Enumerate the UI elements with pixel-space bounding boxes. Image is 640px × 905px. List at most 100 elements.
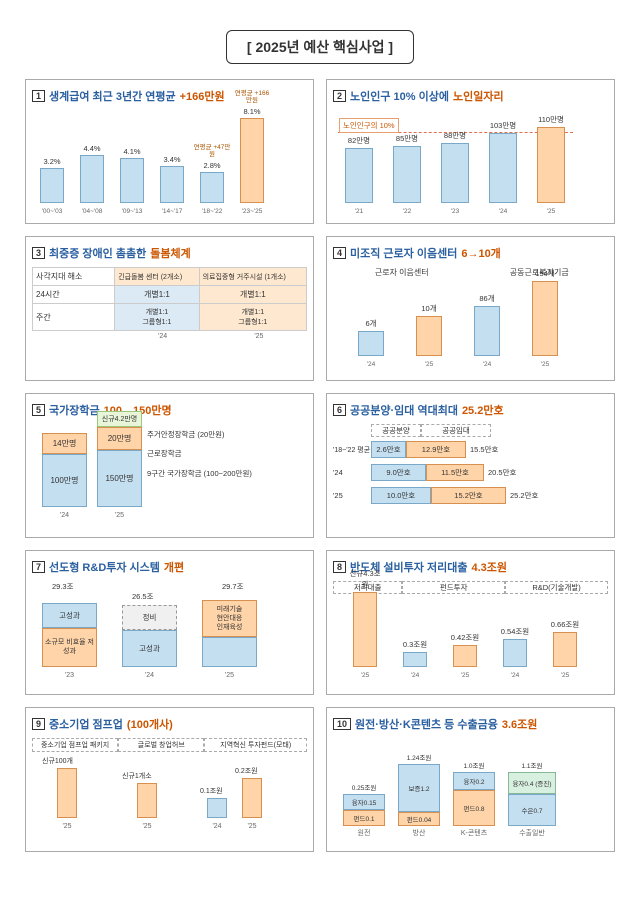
panel-title-orange: 개편 (164, 559, 184, 575)
bar (537, 127, 565, 203)
panel-title-orange: +166만원 (180, 88, 225, 104)
panel-num: 7 (32, 561, 45, 573)
panel-num: 3 (32, 247, 45, 259)
panel-4: 4 미조직 근로자 이음센터 6→10개 근로자 이음센터 공동근로복지기금 6… (326, 236, 615, 381)
val: 0.2조원 (235, 766, 258, 776)
bar-label: 82만명 (340, 135, 378, 146)
cell: 개별1:1 그룹형1:1 (199, 304, 306, 331)
x-label: '24 (122, 672, 177, 679)
page-title: [ 2025년 예산 핵심사업 ] (226, 30, 414, 64)
panel-num: 1 (32, 90, 45, 102)
row-label: '24 (333, 468, 371, 477)
seg: 융자0.15 (343, 794, 385, 810)
stack: 20만명 (97, 427, 142, 450)
val: 신규100개 (42, 756, 73, 766)
cell: 긴급돌봄 센터 (2개소) (115, 268, 199, 286)
bar-note: 연평균 +47만원 (192, 144, 232, 158)
x-label: '21 (340, 208, 378, 215)
cell: 사각지대 해소 (33, 268, 115, 286)
note: 주거안정장학금 (20만원) (147, 429, 252, 440)
bar-label: 3.2% (35, 157, 69, 166)
table-3: 사각지대 해소 긴급돌봄 센터 (2개소) 의료집중형 거주시설 (1개소) 2… (32, 267, 307, 331)
row-label: '25 (333, 491, 371, 500)
val: 0.1조원 (200, 786, 223, 796)
group-label: 중소기업 점프업 패키지 (32, 738, 118, 752)
x-label: '25 (532, 208, 570, 215)
x-label: '18~'22 (195, 208, 229, 215)
x-label: '25 (97, 512, 142, 519)
bar (489, 133, 517, 203)
cell: 개별1:1 (115, 286, 199, 304)
t: 미래기술 (217, 606, 243, 613)
x-label: '25 (548, 672, 582, 679)
panel-num: 2 (333, 90, 346, 102)
t: 현안대응 (217, 615, 243, 622)
panel-5: 5 국가장학금 100→150만명 14만명 100만명 신규4.2만명 20만… (25, 393, 314, 538)
bar-label: 103만명 (484, 120, 522, 131)
seg: 11.5만호 (426, 464, 484, 481)
panel-title-blue: 최중증 장애인 촘촘한 (49, 245, 146, 261)
group-label: 근로자 이음센터 (333, 267, 471, 278)
hdr: 공공임대 (421, 424, 491, 437)
seg: 고성과 (122, 630, 177, 667)
bar (120, 158, 144, 203)
bar (353, 592, 377, 667)
x-label: '24 (353, 361, 389, 368)
seg: 소규모 비효율 저성과 (42, 628, 97, 667)
chart-4: 6개'2410개'2586개'24154개'25 (333, 278, 608, 368)
x-label: '24 (115, 333, 211, 340)
total: 1.1조원 (508, 760, 556, 770)
bar-label: 2.8% (195, 161, 229, 170)
x-label: 수출일반 (508, 828, 556, 838)
val: 26.5조 (132, 591, 154, 602)
panel-num: 6 (333, 404, 346, 416)
seg: 고성과 (42, 603, 97, 628)
seg: 9.0만호 (371, 464, 426, 481)
stack: 100만명 (42, 454, 87, 507)
sum: 15.5만호 (470, 444, 498, 455)
chart-1: 3.2%'00~'034.4%'04~'084.1%'09~'133.4%'14… (32, 110, 307, 215)
hdr: 공공분양 (371, 424, 421, 437)
x-label: '23 (436, 208, 474, 215)
panel-9: 9 중소기업 점프업 (100개사) 중소기업 점프업 패키지 글로벌 창업허브… (25, 707, 314, 852)
bar-label: 8.1% (235, 107, 269, 116)
seg: 보증1.2 (398, 764, 440, 812)
seg: 정비 (122, 605, 177, 630)
cell: 24시간 (33, 286, 115, 304)
panel-num: 9 (32, 718, 45, 730)
cell: 주간 (33, 304, 115, 331)
t: 그룹형1:1 (238, 319, 267, 326)
x-label: '24 (42, 512, 87, 519)
stack: 150만명 (97, 450, 142, 507)
bar-label: 0.3조원 (398, 639, 432, 650)
panel-2: 2 노인인구 10% 이상에 노인일자리 노인인구의 10% 82만명'2185… (326, 79, 615, 224)
panel-num: 10 (333, 718, 351, 730)
stack: 신규4.2만명 (97, 411, 142, 427)
bar (393, 146, 421, 203)
val: 신규1개소 (122, 771, 152, 781)
x-label: '25 (348, 672, 382, 679)
t: 인재육성 (217, 624, 243, 631)
total: 1.24조원 (398, 752, 440, 762)
bar-label: 0.66조원 (548, 619, 582, 630)
bar (345, 148, 373, 203)
panel-title-blue: 노인인구 10% 이상에 (350, 88, 449, 104)
val: 29.7조 (222, 581, 244, 592)
cell: 개별1:1 그룹형1:1 (115, 304, 199, 331)
panel-title-orange: 25.2만호 (462, 402, 504, 418)
panel-title-blue: 중소기업 점프업 (49, 716, 123, 732)
panel-10: 10 원전·방산·K콘텐츠 등 수출금융 3.6조원 0.25조원 융자0.15… (326, 707, 615, 852)
panel-3: 3 최중증 장애인 촘촘한 돌봄체계 사각지대 해소 긴급돌봄 센터 (2개소)… (25, 236, 314, 381)
panel-title-orange: 3.6조원 (502, 716, 538, 732)
panel-title-orange: 노인일자리 (453, 88, 504, 104)
x-label: '14~'17 (155, 208, 189, 215)
bar-note: 연평균 +166만원 (232, 90, 272, 104)
panel-title-blue: 선도형 R&D투자 시스템 (49, 559, 160, 575)
x-label: '04~'08 (75, 208, 109, 215)
note: 근로장학금 (147, 448, 252, 459)
chart-8: 신규4.3조원'250.3조원'240.42조원'250.54조원'240.66… (333, 594, 608, 679)
note: 9구간 국가장학금 (100~200만원) (147, 468, 252, 479)
x-label: '24 (398, 672, 432, 679)
panel-title-orange: (100개사) (127, 716, 173, 732)
dash-label: 노인인구의 10% (339, 118, 399, 133)
